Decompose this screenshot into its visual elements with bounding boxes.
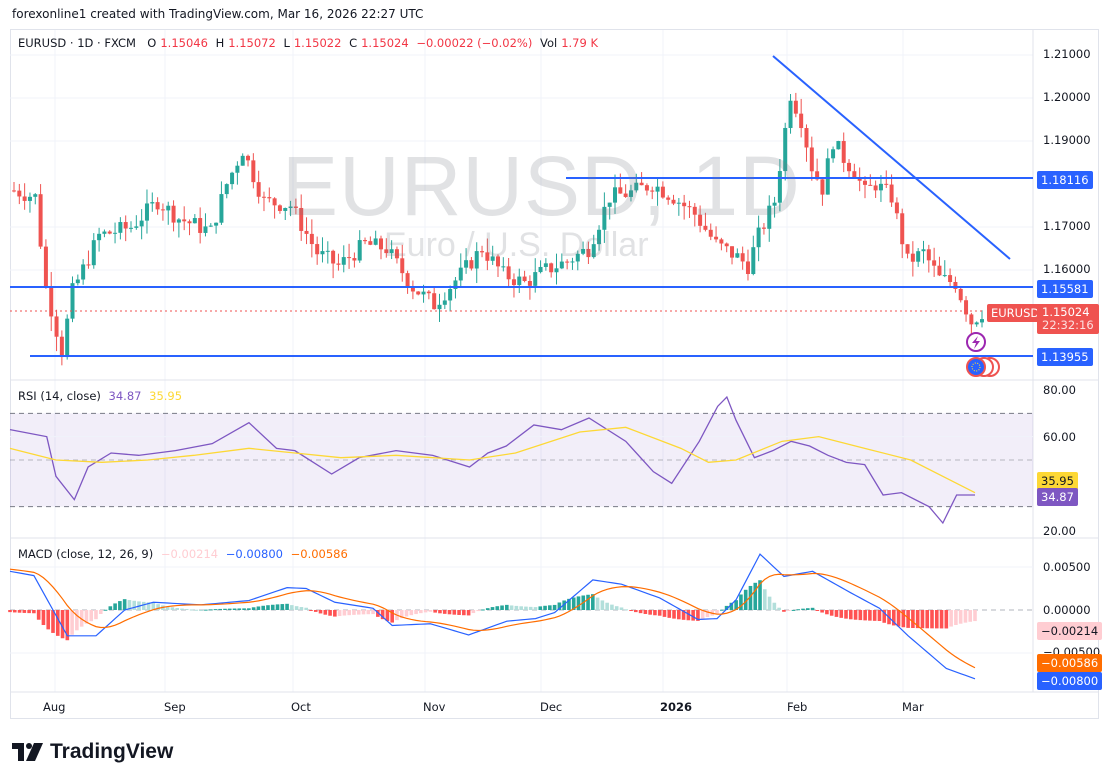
macd-tick: 0.00500: [1043, 560, 1091, 574]
price-tick: 1.19000: [1043, 133, 1091, 147]
macd-signal-value: −0.00586: [290, 547, 348, 561]
time-label: Sep: [164, 700, 186, 714]
current-price-tag: 1.15024 22:32:16: [1037, 304, 1099, 334]
symbol-price-label: EURUSD: [987, 304, 1044, 322]
bar-countdown: 22:32:16: [1042, 318, 1094, 332]
price-tick: 1.21000: [1043, 47, 1091, 61]
time-label: Dec: [540, 700, 563, 714]
rsi-tag: 34.87: [1037, 488, 1078, 506]
tradingview-logo[interactable]: TradingView: [12, 740, 173, 764]
rsi-tick: 20.00: [1043, 524, 1076, 538]
time-label: Feb: [787, 700, 808, 714]
macd-tick: 0.00000: [1043, 603, 1091, 617]
chart-credit: forexonline1 created with TradingView.co…: [12, 7, 424, 21]
price-tick: 1.17000: [1043, 219, 1091, 233]
low-value: 1.15022: [293, 36, 342, 50]
level-tag-resistance[interactable]: 1.18116: [1037, 171, 1093, 189]
macd-line-tag: −0.00800: [1037, 672, 1103, 690]
time-label: Nov: [423, 700, 446, 714]
rsi-legend[interactable]: RSI (14, close) 34.87 35.95: [18, 389, 186, 403]
rsi-ma-value: 35.95: [149, 389, 183, 403]
macd-hist-value: −0.00214: [160, 547, 219, 561]
high-value: 1.15072: [228, 36, 276, 50]
time-label: Aug: [43, 700, 66, 714]
close-label: C: [349, 36, 358, 50]
close-value: 1.15024: [361, 36, 409, 50]
macd-line-value: −0.00800: [225, 547, 283, 561]
ohlc-legend: EURUSD · 1D · FXCM O 1.15046 H 1.15072 L 1.…: [18, 36, 602, 50]
symbol-label[interactable]: EURUSD · 1D · FXCM: [18, 36, 136, 50]
open-label: O: [147, 36, 157, 50]
tradingview-wordmark: TradingView: [50, 740, 174, 763]
macd-legend[interactable]: MACD (close, 12, 26, 9) −0.00214 −0.0080…: [18, 547, 352, 561]
time-label-year: 2026: [660, 700, 693, 714]
macd-title: MACD (close, 12, 26, 9): [18, 547, 154, 561]
time-label: Mar: [902, 700, 924, 714]
time-label: Oct: [291, 700, 311, 714]
low-label: L: [283, 36, 290, 50]
tradingview-logo-icon: [12, 743, 43, 761]
level-tag-mid[interactable]: 1.15581: [1037, 280, 1093, 298]
chart-frame: [10, 29, 1099, 719]
macd-signal-tag: −0.00586: [1037, 654, 1103, 672]
price-tick: 1.16000: [1043, 262, 1091, 276]
symbol-watermark: EURUSD, 1D: [282, 139, 801, 233]
eu-flag-event-icon[interactable]: [966, 357, 986, 377]
current-price: 1.15024: [1042, 305, 1090, 319]
high-label: H: [215, 36, 225, 50]
open-value: 1.15046: [160, 36, 208, 50]
volume-value: 1.79 K: [561, 36, 599, 50]
rsi-tick: 80.00: [1043, 383, 1076, 397]
macd-hist-tag: −0.00214: [1037, 622, 1103, 640]
price-tick: 1.20000: [1043, 90, 1091, 104]
level-tag-support[interactable]: 1.13955: [1037, 348, 1093, 366]
change-value: −0.00022 (−0.02%): [416, 36, 533, 50]
rsi-tick: 60.00: [1043, 430, 1076, 444]
rsi-ma-tag: 35.95: [1037, 472, 1078, 490]
rsi-title: RSI (14, close): [18, 389, 101, 403]
volume-label: Vol: [539, 36, 558, 50]
description-watermark: Euro / U.S. Dollar: [384, 226, 649, 264]
rsi-value: 34.87: [108, 389, 142, 403]
